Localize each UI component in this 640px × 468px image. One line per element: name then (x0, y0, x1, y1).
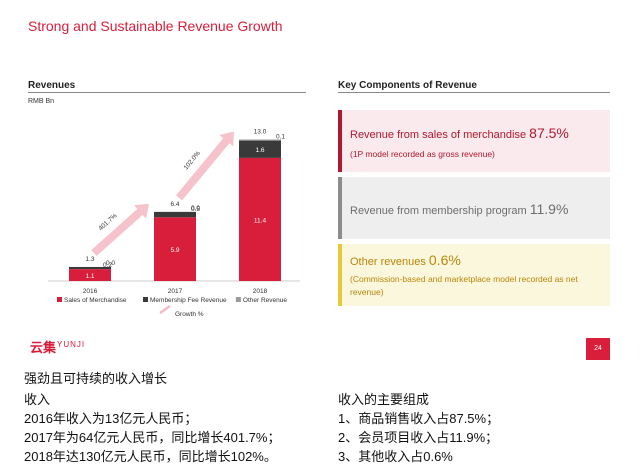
bar-value-label: 11.4 (254, 217, 267, 224)
revenues-rule (28, 92, 306, 93)
x-tick-label: 2018 (253, 288, 268, 295)
bar-value-label: 0.0 (191, 205, 200, 212)
slide-title: Strong and Sustainable Revenue Growth (28, 18, 283, 34)
bar-segment (154, 217, 196, 281)
bar-value-label: 1.1 (85, 273, 94, 280)
bar-value-label: 0.2 (103, 262, 112, 269)
bar-segment (69, 269, 111, 281)
caption-line: 2、会员项目收入占11.9%； (338, 430, 499, 445)
card-sub-text: (Commission-based and marketplace model … (350, 274, 578, 297)
revenue-chart: 1.10.20.01.320165.90.50.06.4201711.41.60… (48, 129, 300, 318)
bar-total-label: 6.4 (170, 201, 179, 208)
caption-title: 强劲且可持续的收入增长 (24, 371, 168, 386)
legend-growth-swatch (159, 304, 171, 315)
legend-swatch (143, 297, 148, 302)
logo-cn: 云集 (30, 340, 57, 355)
caption-line: 1、商品销售收入占87.5%； (338, 411, 500, 426)
card-main-label: Revenue from membership program (350, 205, 527, 217)
legend-label: Growth % (175, 311, 204, 318)
bar-total-label: 1.3 (85, 256, 94, 263)
bar-value-label: 0.1 (276, 134, 285, 141)
caption-line: 2017年为64亿元人民币，同比增长401.7%； (24, 430, 281, 445)
logo-en: YUNJI (57, 340, 86, 349)
bar-value-label: 1.6 (255, 147, 264, 154)
card-accent-bar (338, 244, 342, 306)
card-other: Other revenues 0.6% (Commission-based an… (338, 244, 610, 306)
bar-value-label: 5.9 (170, 247, 179, 254)
unit-label: RMB Bn (28, 98, 55, 105)
legend-swatch (57, 297, 62, 302)
growth-arrow (91, 203, 149, 256)
card-main-label: Revenue from sales of merchandise (350, 129, 527, 141)
legend-label: Sales of Merchandise (64, 297, 127, 304)
caption-right: 收入的主要组成 1、商品销售收入占87.5%； 2、会员项目收入占11.9%； … (338, 390, 499, 466)
components-rule (338, 92, 610, 93)
card-accent-bar (338, 110, 342, 172)
bar-segment (239, 157, 281, 281)
slide: Strong and Sustainable Revenue Growth Re… (28, 18, 610, 360)
caption-line: 2018年达130亿元人民币，同比增长102%。 (24, 449, 277, 464)
x-tick-label: 2016 (83, 288, 98, 295)
components-heading: Key Components of Revenue (338, 80, 477, 91)
growth-arrow (175, 131, 234, 201)
bar-total-label: 13.0 (254, 129, 267, 136)
legend-label: Membership Fee Revenue (150, 297, 227, 304)
card-main-text: Revenue from membership program 11.9% (350, 201, 568, 217)
bar-value-label: 0.0 (106, 260, 115, 267)
bar-segment (69, 266, 111, 270)
card-main-text: Revenue from sales of merchandise 87.5% (350, 125, 569, 141)
card-percent: 11.9% (529, 201, 569, 217)
legend-swatch (235, 297, 241, 302)
bar-segment (239, 139, 281, 141)
x-tick-label: 2017 (168, 288, 183, 295)
card-percent: 0.6% (428, 252, 461, 268)
caption-line: 2016年收入为13亿元人民币； (24, 411, 198, 426)
caption-line: 收入 (24, 392, 51, 407)
bar-segment (154, 211, 196, 218)
revenues-heading: Revenues (28, 80, 76, 91)
card-merchandise: Revenue from sales of merchandise 87.5% … (338, 110, 610, 172)
page-number: 24 (586, 338, 610, 360)
card-percent: 87.5% (529, 125, 569, 141)
card-membership: Revenue from membership program 11.9% (338, 177, 610, 239)
caption-panel: 强劲且可持续的收入增长 收入 2016年收入为13亿元人民币； 2017年为64… (0, 360, 640, 468)
caption-line: 收入的主要组成 (338, 392, 430, 407)
card-main-text: Other revenues 0.6% (350, 252, 461, 268)
card-accent-bar (338, 177, 342, 239)
card-main-label: Other revenues (350, 256, 426, 268)
card-sub-text: (1P model recorded as gross revenue) (350, 149, 495, 159)
caption-line: 3、其他收入占0.6% (338, 449, 453, 464)
legend-label: Other Revenue (243, 297, 287, 304)
bar-segment (239, 140, 281, 158)
bar-value-label: 0.5 (191, 206, 200, 213)
caption-left: 收入 2016年收入为13亿元人民币； 2017年为64亿元人民币，同比增长40… (24, 390, 280, 466)
